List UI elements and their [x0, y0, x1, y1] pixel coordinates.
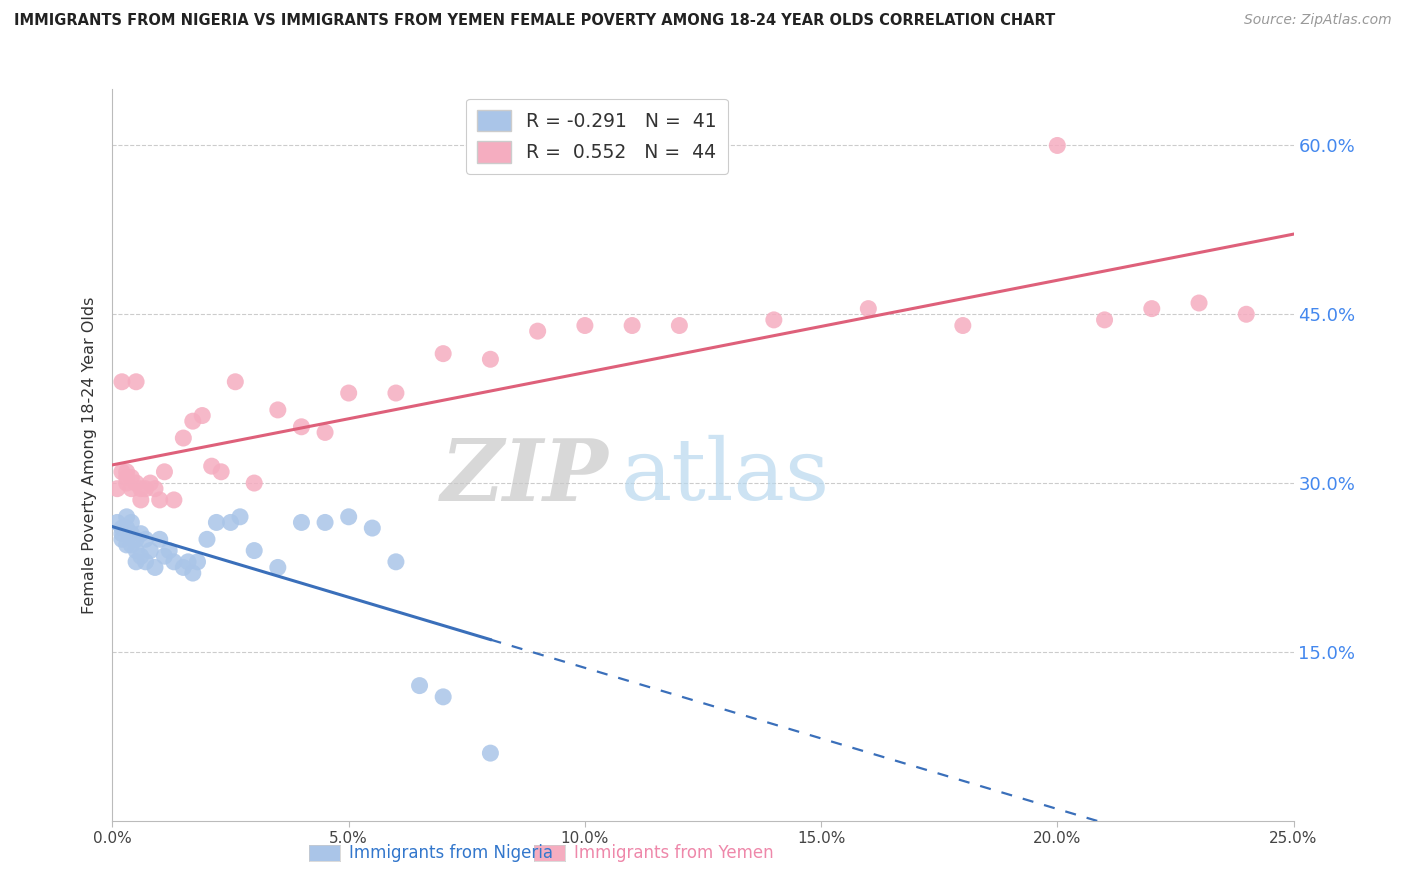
- Text: IMMIGRANTS FROM NIGERIA VS IMMIGRANTS FROM YEMEN FEMALE POVERTY AMONG 18-24 YEAR: IMMIGRANTS FROM NIGERIA VS IMMIGRANTS FR…: [14, 13, 1056, 29]
- Point: [120, 470, 142, 484]
- Point: [1188, 296, 1211, 310]
- Point: [408, 679, 430, 693]
- Point: [143, 560, 166, 574]
- Point: [385, 386, 408, 401]
- Point: [115, 509, 138, 524]
- Point: [163, 555, 186, 569]
- Point: [172, 431, 194, 445]
- Text: Source: ZipAtlas.com: Source: ZipAtlas.com: [1244, 13, 1392, 28]
- Point: [1046, 138, 1069, 153]
- Point: [120, 538, 142, 552]
- Text: ZIP: ZIP: [440, 435, 609, 518]
- Point: [243, 476, 266, 491]
- Point: [201, 459, 224, 474]
- Point: [149, 533, 172, 547]
- Point: [120, 482, 142, 496]
- Point: [153, 465, 176, 479]
- Point: [314, 516, 336, 530]
- Point: [139, 543, 162, 558]
- Point: [574, 318, 596, 333]
- Text: atlas: atlas: [620, 435, 830, 518]
- Point: [125, 555, 148, 569]
- Text: Immigrants from Yemen: Immigrants from Yemen: [574, 844, 773, 862]
- Point: [105, 482, 128, 496]
- Point: [129, 482, 152, 496]
- Point: [125, 543, 148, 558]
- Point: [762, 313, 785, 327]
- Point: [181, 566, 204, 580]
- Point: [267, 560, 290, 574]
- Point: [267, 403, 290, 417]
- Y-axis label: Female Poverty Among 18-24 Year Olds: Female Poverty Among 18-24 Year Olds: [82, 296, 97, 614]
- Text: Immigrants from Nigeria: Immigrants from Nigeria: [349, 844, 553, 862]
- Point: [479, 746, 502, 760]
- Point: [181, 414, 204, 428]
- Point: [526, 324, 548, 338]
- Point: [115, 476, 138, 491]
- Point: [153, 549, 176, 564]
- Point: [205, 516, 228, 530]
- Point: [163, 492, 186, 507]
- Point: [195, 533, 218, 547]
- Point: [115, 465, 138, 479]
- Point: [668, 318, 690, 333]
- Point: [177, 555, 200, 569]
- Point: [290, 516, 312, 530]
- Point: [115, 538, 138, 552]
- Point: [111, 526, 134, 541]
- Point: [290, 419, 312, 434]
- Point: [157, 543, 180, 558]
- Point: [361, 521, 384, 535]
- Point: [129, 492, 152, 507]
- Point: [125, 533, 148, 547]
- Point: [111, 375, 134, 389]
- Point: [129, 526, 152, 541]
- Point: [135, 533, 157, 547]
- Point: [229, 509, 252, 524]
- Point: [479, 352, 502, 367]
- Point: [120, 516, 142, 530]
- Point: [621, 318, 644, 333]
- Point: [125, 375, 148, 389]
- Point: [111, 521, 134, 535]
- Point: [139, 476, 162, 491]
- Point: [143, 482, 166, 496]
- Point: [432, 690, 454, 704]
- Point: [125, 476, 148, 491]
- Point: [337, 509, 360, 524]
- Point: [191, 409, 214, 423]
- Point: [120, 526, 142, 541]
- Point: [1140, 301, 1163, 316]
- Point: [105, 516, 128, 530]
- Point: [1094, 313, 1116, 327]
- Point: [111, 465, 134, 479]
- Point: [224, 375, 246, 389]
- Point: [858, 301, 880, 316]
- Legend: R = -0.291   N =  41, R =  0.552   N =  44: R = -0.291 N = 41, R = 0.552 N = 44: [465, 99, 728, 174]
- Point: [219, 516, 242, 530]
- Point: [209, 465, 232, 479]
- Point: [111, 533, 134, 547]
- Point: [1234, 307, 1257, 321]
- Point: [243, 543, 266, 558]
- Point: [186, 555, 208, 569]
- Point: [314, 425, 336, 440]
- Point: [135, 482, 157, 496]
- Point: [337, 386, 360, 401]
- Point: [432, 346, 454, 360]
- Point: [115, 521, 138, 535]
- Point: [115, 470, 138, 484]
- Point: [385, 555, 408, 569]
- Point: [952, 318, 974, 333]
- Point: [135, 555, 157, 569]
- Point: [129, 549, 152, 564]
- Point: [149, 492, 172, 507]
- Point: [172, 560, 194, 574]
